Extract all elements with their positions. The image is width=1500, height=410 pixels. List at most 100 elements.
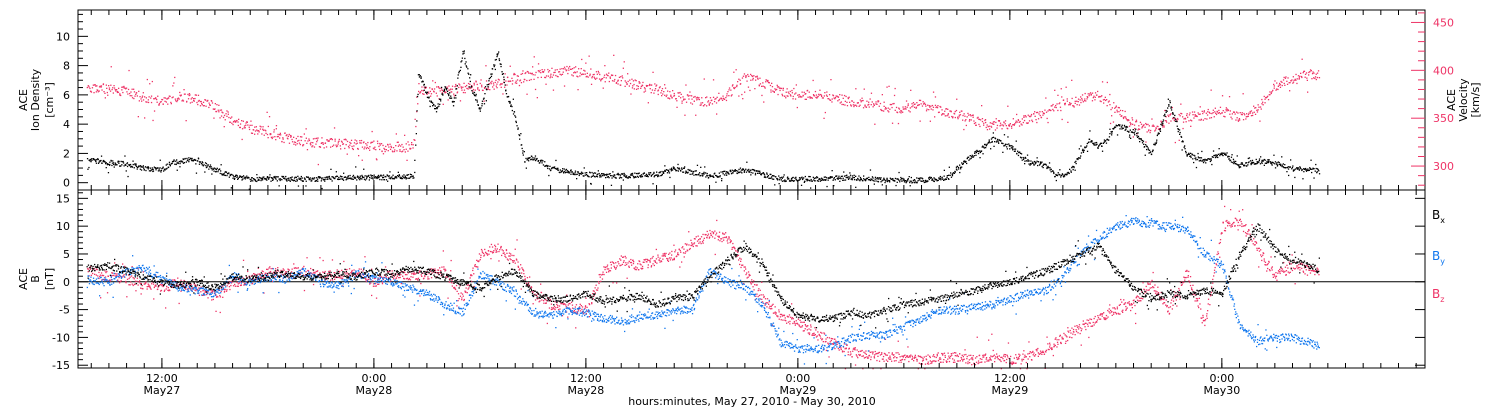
density-series-point (1153, 144, 1155, 146)
velocity-series-point (1135, 121, 1137, 123)
density-series-point (715, 181, 717, 183)
density-series-point (332, 176, 334, 178)
bz-series-point (140, 282, 142, 285)
density-series-point (504, 84, 506, 86)
density-series-point (892, 178, 894, 180)
density-series-point (839, 177, 841, 179)
velocity-series-point (593, 76, 595, 78)
velocity-series-point (751, 75, 753, 77)
density-series-point (1278, 161, 1280, 164)
velocity-series-point (734, 86, 736, 89)
density-series-point (593, 172, 595, 174)
density-series-point (640, 174, 643, 176)
velocity-series-point (402, 146, 404, 148)
velocity-series-point (357, 148, 359, 150)
velocity-series-point (1122, 117, 1125, 120)
velocity-series-point (341, 141, 343, 143)
velocity-series-point (412, 144, 414, 146)
density-series-point (322, 179, 325, 181)
velocity-series-point (286, 134, 288, 136)
density-series-point (1161, 122, 1163, 124)
density-series-point (893, 180, 895, 182)
density-series-point (95, 162, 98, 164)
velocity-series-point (144, 117, 146, 119)
velocity-series-point (260, 126, 262, 128)
velocity-series-point (492, 82, 495, 84)
density-series-point (173, 160, 175, 162)
density-series-point (1086, 150, 1089, 152)
bz-series-point (236, 281, 238, 284)
density-series-point (799, 178, 801, 180)
velocity-series-point (669, 91, 671, 93)
bz-series-point (387, 276, 390, 279)
velocity-series-point (363, 148, 365, 150)
velocity-series-point (484, 87, 486, 89)
density-series-point (97, 162, 100, 164)
velocity-series-point (197, 94, 200, 96)
velocity-series-point (1119, 109, 1122, 112)
density-series-point (512, 98, 514, 100)
velocity-series-point (994, 129, 997, 131)
density-series-point (1221, 153, 1223, 155)
velocity-series-point (730, 89, 732, 91)
density-series-point (1174, 114, 1176, 117)
velocity-series-point (1148, 125, 1150, 127)
density-series-point (1157, 133, 1159, 135)
density-series-point (971, 154, 973, 156)
velocity-series-point (1163, 126, 1165, 128)
density-series-point (750, 169, 752, 171)
velocity-series-point (342, 143, 345, 145)
velocity-series-point (972, 114, 974, 116)
velocity-series-point (1039, 114, 1041, 117)
velocity-series-point (103, 91, 105, 93)
density-series-point (600, 174, 602, 176)
density-series-point (631, 174, 634, 176)
velocity-series-point (594, 77, 596, 80)
velocity-series-point (157, 95, 159, 97)
velocity-series-point (110, 84, 112, 86)
density-series-point (532, 159, 534, 161)
velocity-series-point (590, 83, 593, 85)
velocity-series-point (915, 107, 917, 109)
density-series-point (1279, 163, 1281, 166)
bz-series-point (307, 270, 310, 272)
velocity-series-point (331, 145, 334, 147)
velocity-series-point (191, 97, 193, 99)
velocity-series-point (828, 98, 830, 100)
bz-series-point (145, 282, 147, 284)
density-series-point (851, 175, 854, 177)
velocity-series-point (1065, 86, 1067, 88)
velocity-series-point (979, 125, 981, 128)
density-series-point (401, 175, 404, 177)
velocity-series-point (469, 87, 471, 90)
velocity-series-point (1109, 93, 1111, 96)
bz-series-point (372, 283, 375, 285)
density-series-point (191, 157, 193, 160)
density-series-point (1062, 174, 1064, 176)
velocity-series-point (302, 145, 304, 147)
density-series-point (100, 159, 102, 162)
velocity-series-point (795, 84, 797, 86)
density-series-point (368, 179, 370, 181)
bz-series-point (203, 294, 205, 296)
velocity-series-point (1261, 103, 1263, 105)
density-series-point (278, 185, 280, 187)
density-series-point (859, 176, 862, 179)
velocity-series-point (673, 92, 675, 95)
density-series-point (741, 172, 743, 174)
density-series-point (475, 99, 477, 101)
velocity-series-point (811, 97, 813, 99)
density-series-point (95, 160, 97, 162)
velocity-series-point (336, 145, 339, 147)
density-series-point (1180, 135, 1182, 138)
density-series-point (308, 178, 310, 181)
density-series-point (567, 170, 569, 172)
density-series-point (884, 181, 886, 184)
density-series-point (210, 167, 212, 170)
velocity-series (86, 54, 1321, 166)
velocity-series-point (230, 117, 232, 119)
density-series-point (551, 167, 553, 170)
velocity-series-point (1011, 127, 1013, 129)
density-series-point (398, 174, 400, 176)
density-series-point (1214, 156, 1217, 159)
